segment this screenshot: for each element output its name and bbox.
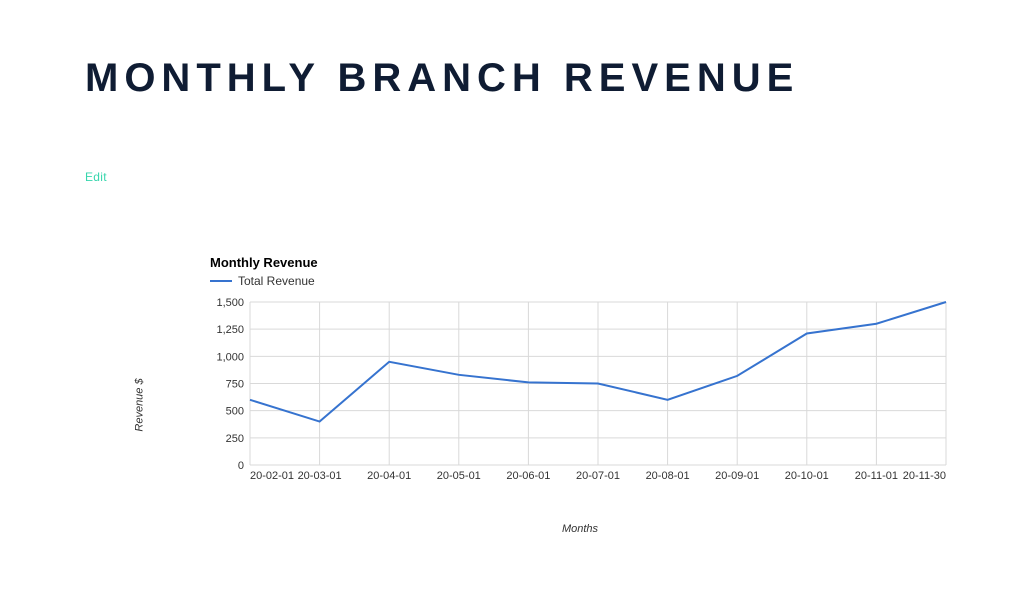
x-tick-label: 20-03-01 xyxy=(298,470,342,482)
x-tick-label: 20-07-01 xyxy=(576,470,620,482)
y-tick-label: 500 xyxy=(226,406,244,418)
x-tick-label: 20-04-01 xyxy=(367,470,411,482)
x-axis-label: Months xyxy=(210,523,950,535)
y-tick-label: 250 xyxy=(226,433,244,445)
legend-label: Total Revenue xyxy=(238,274,315,288)
y-tick-label: 750 xyxy=(226,379,244,391)
y-tick-label: 0 xyxy=(238,460,244,472)
page-title: MONTHLY BRANCH REVENUE xyxy=(85,55,799,102)
x-tick-label: 20-11-30 xyxy=(903,470,946,482)
legend-swatch xyxy=(210,280,232,282)
chart-svg: 0 250 500 750 1,000 1,250 1,500 20-02-01 20-03-0… xyxy=(210,298,950,497)
x-tick-label: 20-06-01 xyxy=(506,470,550,482)
page: MONTHLY BRANCH REVENUE Edit Monthly Reve… xyxy=(0,0,1024,599)
y-tick-label: 1,000 xyxy=(216,351,244,363)
revenue-chart: Monthly Revenue Total Revenue Revenue $ … xyxy=(130,255,950,555)
x-tick-label: 20-05-01 xyxy=(437,470,481,482)
y-tick-label: 1,250 xyxy=(216,324,244,336)
chart-plot-area: 0 250 500 750 1,000 1,250 1,500 20-02-01 20-03-0… xyxy=(210,298,950,497)
edit-link[interactable]: Edit xyxy=(85,170,107,184)
x-tick-label: 20-02-01 xyxy=(250,470,294,482)
x-tick-label: 20-09-01 xyxy=(715,470,759,482)
chart-legend: Total Revenue xyxy=(210,274,950,288)
x-tick-label: 20-11-01 xyxy=(855,470,898,482)
x-tick-label: 20-08-01 xyxy=(646,470,690,482)
y-axis-label: Revenue $ xyxy=(130,255,150,555)
chart-title: Monthly Revenue xyxy=(210,255,950,270)
y-tick-label: 1,500 xyxy=(216,298,244,309)
x-tick-label: 20-10-01 xyxy=(785,470,829,482)
